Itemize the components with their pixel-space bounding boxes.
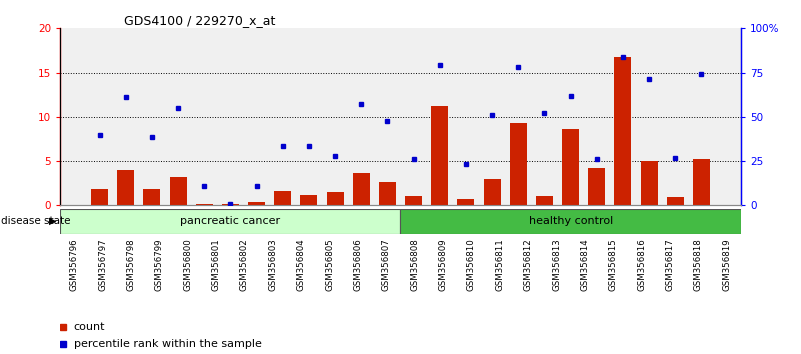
Bar [431, 106, 449, 205]
Text: disease state: disease state [1, 216, 70, 226]
Text: GSM356801: GSM356801 [211, 239, 220, 291]
Bar [352, 173, 370, 205]
Text: GSM356804: GSM356804 [296, 239, 306, 291]
Text: GSM356805: GSM356805 [325, 239, 334, 291]
Text: GSM356808: GSM356808 [410, 239, 419, 291]
Text: GSM356800: GSM356800 [183, 239, 192, 291]
Text: GSM356802: GSM356802 [240, 239, 249, 291]
Bar [60, 209, 400, 234]
Text: GSM356798: GSM356798 [127, 239, 135, 291]
Text: count: count [74, 321, 105, 332]
Text: GSM356813: GSM356813 [552, 239, 561, 291]
Text: GSM356807: GSM356807 [382, 239, 391, 291]
Text: GSM356814: GSM356814 [581, 239, 590, 291]
Bar [457, 199, 474, 205]
Bar [248, 202, 265, 205]
Text: GSM356797: GSM356797 [99, 239, 107, 291]
Text: GSM356806: GSM356806 [353, 239, 362, 291]
Bar [509, 123, 527, 205]
Bar [300, 195, 317, 205]
Text: GDS4100 / 229270_x_at: GDS4100 / 229270_x_at [124, 14, 276, 27]
Text: GSM356819: GSM356819 [723, 239, 731, 291]
Bar [666, 198, 684, 205]
Bar [405, 196, 422, 205]
Text: pancreatic cancer: pancreatic cancer [180, 216, 280, 226]
Bar [614, 57, 631, 205]
Text: GSM356799: GSM356799 [155, 239, 164, 291]
Text: GSM356811: GSM356811 [495, 239, 505, 291]
Text: GSM356815: GSM356815 [609, 239, 618, 291]
Bar [143, 189, 160, 205]
Text: healthy control: healthy control [529, 216, 613, 226]
Bar [641, 161, 658, 205]
Bar [170, 177, 187, 205]
Bar [274, 191, 292, 205]
Bar [588, 168, 606, 205]
Text: GSM356809: GSM356809 [439, 239, 448, 291]
Bar [117, 170, 135, 205]
Bar [484, 179, 501, 205]
Text: GSM356817: GSM356817 [666, 239, 674, 291]
Bar [327, 192, 344, 205]
Text: GSM356796: GSM356796 [70, 239, 78, 291]
Bar [562, 129, 579, 205]
Text: GSM356810: GSM356810 [467, 239, 476, 291]
Bar [91, 189, 108, 205]
Text: GSM356812: GSM356812 [524, 239, 533, 291]
Bar [693, 159, 710, 205]
Text: GSM356816: GSM356816 [637, 239, 646, 291]
Text: GSM356818: GSM356818 [694, 239, 702, 291]
Bar [400, 209, 741, 234]
Text: GSM356803: GSM356803 [268, 239, 277, 291]
Text: percentile rank within the sample: percentile rank within the sample [74, 339, 262, 349]
Bar [379, 182, 396, 205]
Bar [536, 196, 553, 205]
Text: ▶: ▶ [49, 216, 56, 226]
